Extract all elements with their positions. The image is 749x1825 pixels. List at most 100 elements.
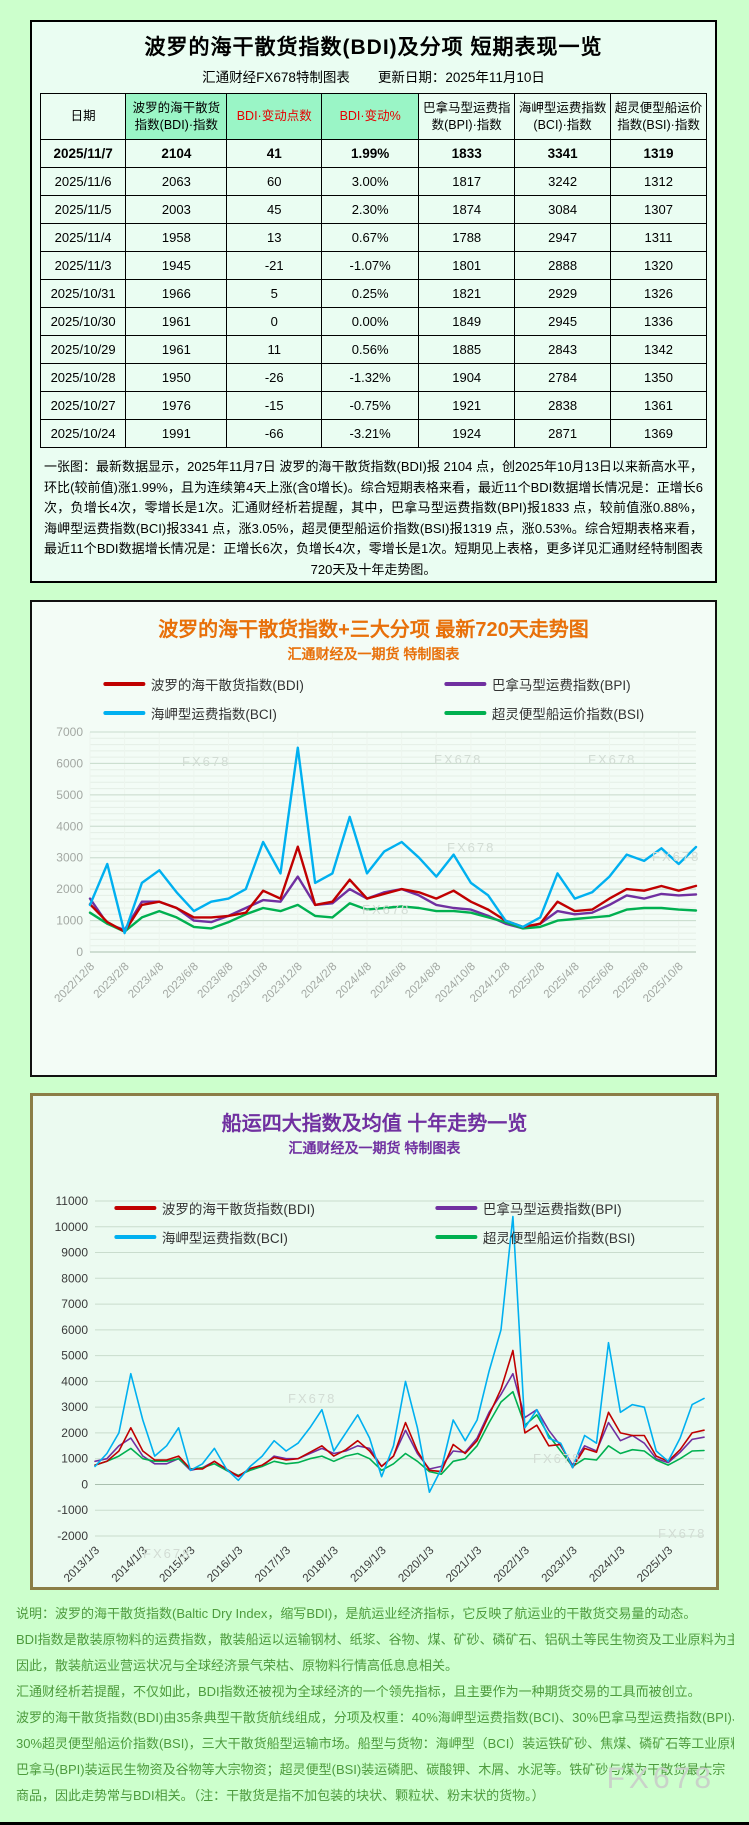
legend-label: 波罗的海干散货指数(BDI) <box>161 1202 315 1217</box>
line-chart-720day: 010002000300040005000600070002022/12/820… <box>52 725 698 1002</box>
note-line: 波罗的海干散货指数(BDI)由35条典型干散货航线组成，分项及权重：40%海岬型… <box>16 1710 734 1725</box>
svg-text:2023/6/8: 2023/6/8 <box>161 961 201 1001</box>
explanation-notes: 说明：波罗的海干散货指数(Baltic Dry Index，缩写BDI)，是航运… <box>16 1601 734 1809</box>
svg-text:2018/1/3: 2018/1/3 <box>301 1545 341 1585</box>
legend-label: 巴拿马型运费指数(BPI) <box>491 678 631 693</box>
table-row: 2025/10/30 1961 0 0.00% 1849 2945 1336 <box>39 307 707 336</box>
table-cell: 2025/11/3 <box>39 251 127 280</box>
svg-text:2025/2/8: 2025/2/8 <box>507 961 547 1001</box>
table-row: 2025/11/3 1945 -21 -1.07% 1801 2888 1320 <box>39 251 707 280</box>
note-line: 说明：波罗的海干散货指数(Baltic Dry Index，缩写BDI)，是航运… <box>16 1606 697 1621</box>
note-line: 因此，散装航运业营运状况与全球经济景气荣枯、原物料行情高低息息相关。 <box>16 1658 459 1673</box>
table-row: 2025/10/28 1950 -26 -1.32% 1904 2784 1350 <box>39 363 707 392</box>
table-cell: 1361 <box>610 391 707 420</box>
table-cell: 1.99% <box>321 139 420 168</box>
fx678-watermark: FX678 <box>288 1391 337 1406</box>
legend-label: 超灵便型船运价指数(BSI) <box>491 707 645 722</box>
bdi-table: 日期 波罗的海干散货指数(BDI)·指数 BDI·变动点数 BDI·变动% 巴拿马型运费… <box>39 93 707 448</box>
table-cell: 3242 <box>514 167 612 196</box>
chart-subtitle: 汇通财经及一期货 特制图表 <box>288 1140 461 1156</box>
ten-year-chart-panel: 船运四大指数及均值 十年走势一览 汇通财经及一期货 特制图表 波罗的海干散货指数… <box>30 1093 719 1590</box>
table-cell: 2025/11/4 <box>39 223 127 252</box>
table-cell: 2104 <box>125 139 228 168</box>
fx678-watermark: FX678 <box>143 1546 192 1561</box>
table-cell: -1.32% <box>321 363 420 392</box>
table-row: 2025/10/27 1976 -15 -0.75% 1921 2838 1361 <box>39 391 707 420</box>
svg-text:2025/4/8: 2025/4/8 <box>542 961 582 1001</box>
svg-text:2022/1/3: 2022/1/3 <box>492 1545 532 1585</box>
legend-item: 巴拿马型运费指数(BPI) <box>434 1198 635 1218</box>
table-cell: 1961 <box>125 335 228 364</box>
table-cell: 2945 <box>514 307 612 336</box>
svg-text:2025/1/3: 2025/1/3 <box>635 1545 675 1585</box>
table-cell: 1921 <box>418 391 516 420</box>
table-cell: -15 <box>226 391 323 420</box>
svg-text:2019/1/3: 2019/1/3 <box>349 1545 389 1585</box>
table-cell: 1369 <box>610 419 707 448</box>
svg-text:4000: 4000 <box>56 819 83 833</box>
table-cell: 2003 <box>125 195 228 224</box>
table-cell: 3084 <box>514 195 612 224</box>
note-line: 30%超灵便型船运价指数(BSI)，三大干散货船型运输市场。船型与货物：海岬型（… <box>16 1736 734 1751</box>
table-cell: 1311 <box>610 223 707 252</box>
svg-text:3000: 3000 <box>61 1400 88 1414</box>
svg-text:4000: 4000 <box>61 1374 88 1388</box>
table-cell: 1924 <box>418 419 516 448</box>
table-cell: 2025/10/29 <box>39 335 127 364</box>
svg-text:1000: 1000 <box>56 914 83 928</box>
svg-text:6000: 6000 <box>56 756 83 770</box>
table-cell: 2025/10/24 <box>39 419 127 448</box>
legend-line-icon <box>443 711 486 715</box>
table-cell: 1961 <box>125 307 228 336</box>
table-cell: 1788 <box>418 223 516 252</box>
table-cell: 1991 <box>125 419 228 448</box>
table-cell: 2.30% <box>321 195 420 224</box>
table-cell: 2063 <box>125 167 228 196</box>
table-cell: 1307 <box>610 195 707 224</box>
table-cell: 1874 <box>418 195 516 224</box>
column-header: 海岬型运费指数(BCI)·指数 <box>514 93 612 140</box>
svg-text:2024/1/3: 2024/1/3 <box>587 1545 627 1585</box>
table-cell: 2025/10/28 <box>39 363 127 392</box>
legend-label: 巴拿马型运费指数(BPI) <box>482 1202 622 1217</box>
table-cell: 0.56% <box>321 335 420 364</box>
table-cell: 1320 <box>610 251 707 280</box>
svg-text:-1000: -1000 <box>57 1503 88 1517</box>
legend-line-icon <box>102 682 145 686</box>
legend-label: 波罗的海干散货指数(BDI) <box>150 678 304 693</box>
legend-line-icon <box>443 682 486 686</box>
svg-text:0: 0 <box>76 945 83 959</box>
table-cell: 5 <box>226 279 323 308</box>
table-cell: 2025/10/31 <box>39 279 127 308</box>
svg-text:2000: 2000 <box>61 1426 88 1440</box>
table-cell: 41 <box>226 139 323 168</box>
legend-item: 海岬型运费指数(BCI) <box>102 703 304 723</box>
table-cell: 1833 <box>418 139 516 168</box>
svg-text:2023/4/8: 2023/4/8 <box>126 961 166 1001</box>
svg-text:2025/6/8: 2025/6/8 <box>576 961 616 1001</box>
table-cell: 1350 <box>610 363 707 392</box>
legend-line-icon <box>102 711 145 715</box>
table-cell: 1976 <box>125 391 228 420</box>
column-header: 超灵便型船运价指数(BSI)·指数 <box>610 93 707 140</box>
svg-text:2020/1/3: 2020/1/3 <box>396 1545 436 1585</box>
table-cell: 2025/10/27 <box>39 391 127 420</box>
svg-text:7000: 7000 <box>61 1297 88 1311</box>
svg-text:0: 0 <box>81 1477 88 1491</box>
table-cell: 2838 <box>514 391 612 420</box>
table-cell: 1849 <box>418 307 516 336</box>
table-cell: 1966 <box>125 279 228 308</box>
table-header: 日期 波罗的海干散货指数(BDI)·指数 BDI·变动点数 BDI·变动% 巴拿马型运费… <box>39 93 707 140</box>
table-cell: 13 <box>226 223 323 252</box>
svg-text:2000: 2000 <box>56 882 83 896</box>
table-cell: 1326 <box>610 279 707 308</box>
source-label: 汇通财经FX678特制图表 <box>202 70 350 85</box>
fx678-watermark: FX678 <box>434 752 483 767</box>
bdi-short-term-panel: 波罗的海干散货指数(BDI)及分项 短期表现一览 汇通财经FX678特制图表 更新… <box>30 20 717 583</box>
table-cell: -21 <box>226 251 323 280</box>
legend-item: 海岬型运费指数(BCI) <box>113 1227 315 1247</box>
fx678-watermark: FX678 <box>658 1526 707 1541</box>
table-cell: -26 <box>226 363 323 392</box>
table-cell: 2947 <box>514 223 612 252</box>
